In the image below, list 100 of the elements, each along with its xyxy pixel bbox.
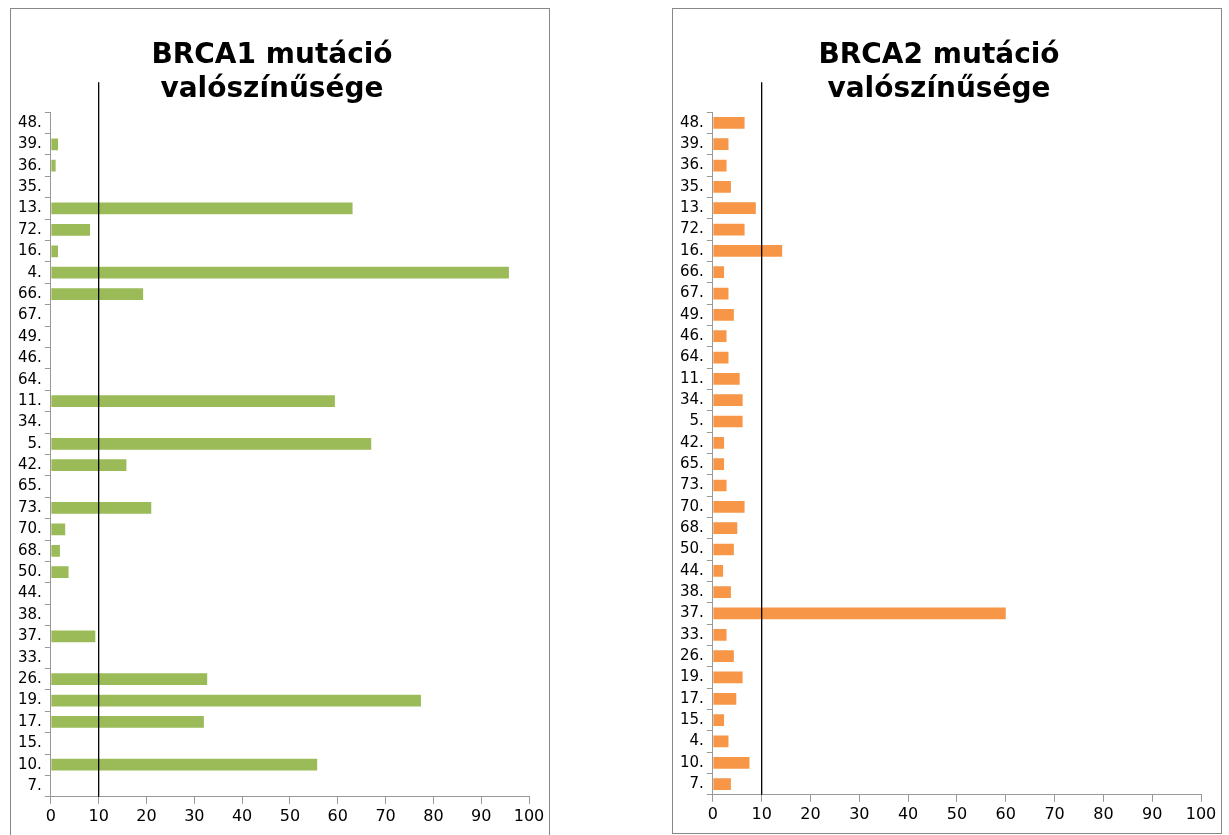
x-tick-label: 50 xyxy=(279,805,301,825)
y-tick-label: 34. xyxy=(680,390,704,409)
bar xyxy=(713,159,727,172)
y-tick-label: 46. xyxy=(680,326,704,345)
x-tick-label: 0 xyxy=(45,805,56,825)
bar xyxy=(51,523,66,536)
y-tick-label: 42. xyxy=(680,432,704,451)
x-tick-label: 70 xyxy=(1044,803,1065,823)
bar xyxy=(51,630,96,643)
y-tick-label: 64. xyxy=(680,347,704,366)
y-tick-label: 34. xyxy=(18,412,42,431)
y-tick-label: 26. xyxy=(680,646,704,665)
y-tick-label: 17. xyxy=(18,711,42,730)
y-tick-label: 65. xyxy=(680,454,704,473)
y-tick-label: 39. xyxy=(18,134,42,153)
bar xyxy=(51,459,127,472)
bar xyxy=(51,694,421,707)
y-tick-label: 4. xyxy=(27,262,42,281)
bar xyxy=(713,607,1006,620)
y-tick-label: 15. xyxy=(18,733,42,752)
y-tick-label: 70. xyxy=(680,496,704,515)
y-tick-label: 15. xyxy=(680,710,704,729)
x-tick-label: 100 xyxy=(1185,803,1217,823)
y-tick-label: 68. xyxy=(18,540,42,559)
y-tick-label: 37. xyxy=(18,626,42,645)
y-tick-label: 72. xyxy=(18,219,42,238)
bar xyxy=(51,288,144,300)
y-tick-label: 64. xyxy=(18,369,42,388)
x-tick-label: 10 xyxy=(751,803,772,823)
x-tick-label: 80 xyxy=(423,805,444,825)
y-tick-label: 10. xyxy=(18,754,42,773)
y-tick-label: 42. xyxy=(18,455,42,474)
y-tick-label: 5. xyxy=(689,411,704,430)
bar xyxy=(713,714,725,727)
bar xyxy=(713,351,729,364)
y-tick-label: 72. xyxy=(680,219,704,238)
bar xyxy=(713,202,756,215)
y-tick-label: 16. xyxy=(18,241,42,260)
bar xyxy=(713,543,734,556)
bar xyxy=(51,502,152,514)
x-tick-label: 10 xyxy=(88,805,109,825)
bar xyxy=(51,544,60,557)
bar xyxy=(713,692,737,705)
bar xyxy=(51,437,372,450)
y-tick-label: 11. xyxy=(680,368,704,387)
y-tick-label: 46. xyxy=(18,348,42,367)
y-tick-label: 5. xyxy=(27,433,42,452)
bar xyxy=(713,372,740,385)
y-tick-label: 19. xyxy=(680,667,704,686)
bar xyxy=(51,758,318,771)
y-tick-label: 70. xyxy=(18,519,42,538)
y-tick-label: 19. xyxy=(18,690,42,709)
bar xyxy=(713,479,727,492)
x-tick-label: 60 xyxy=(327,805,348,825)
y-tick-label: 38. xyxy=(18,604,42,623)
x-tick-label: 80 xyxy=(1093,803,1114,823)
y-tick-label: 33. xyxy=(18,647,42,666)
bar xyxy=(51,566,69,579)
bar xyxy=(713,244,783,257)
bar xyxy=(713,522,738,535)
y-tick-label: 49. xyxy=(18,326,42,345)
y-tick-label: 35. xyxy=(18,176,42,195)
x-tick-label: 90 xyxy=(471,805,492,825)
y-tick-label: 37. xyxy=(680,603,704,622)
y-tick-label: 7. xyxy=(689,774,704,793)
y-tick-label: 39. xyxy=(680,134,704,153)
x-tick-label: 100 xyxy=(513,805,545,825)
bar xyxy=(713,138,729,151)
bar xyxy=(713,415,743,428)
y-tick-label: 33. xyxy=(680,624,704,643)
bar xyxy=(51,266,509,279)
bar xyxy=(713,394,743,407)
y-tick-label: 13. xyxy=(18,198,42,217)
bar xyxy=(713,628,727,641)
y-tick-label: 66. xyxy=(680,262,704,281)
x-tick-label: 60 xyxy=(995,803,1016,823)
bar xyxy=(713,308,734,321)
x-tick-label: 90 xyxy=(1142,803,1163,823)
x-tick-label: 40 xyxy=(897,803,919,823)
bar xyxy=(713,287,729,300)
bar xyxy=(713,330,727,343)
bar xyxy=(51,223,91,236)
bar xyxy=(713,180,731,193)
bar xyxy=(713,500,745,513)
x-tick-label: 50 xyxy=(946,803,968,823)
chart-title: BRCA2 mutáció valószínűsége xyxy=(818,37,1060,104)
bar xyxy=(713,436,725,449)
x-tick-label: 40 xyxy=(231,805,253,825)
bar xyxy=(713,564,724,577)
x-tick-label: 70 xyxy=(375,805,396,825)
bar xyxy=(713,778,731,790)
bar xyxy=(713,117,745,129)
bar xyxy=(51,202,353,215)
y-tick-label: 68. xyxy=(680,518,704,537)
bar xyxy=(713,458,725,471)
bar xyxy=(51,673,208,686)
y-tick-label: 50. xyxy=(680,539,704,558)
y-tick-label: 17. xyxy=(680,688,704,707)
y-tick-label: 67. xyxy=(680,283,704,302)
bar xyxy=(713,756,750,769)
